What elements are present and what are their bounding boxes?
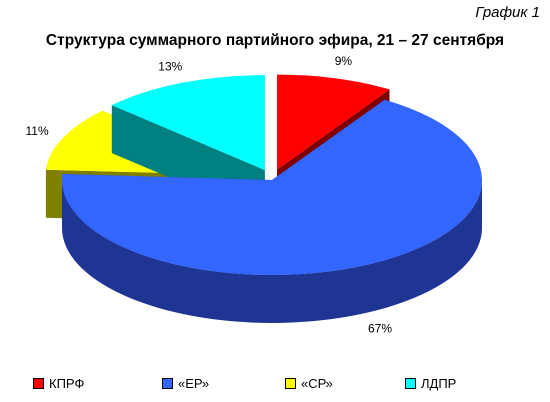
slice-wall-er (62, 180, 482, 323)
legend-swatch-ldpr (405, 378, 416, 389)
pie-slice-er (61, 99, 482, 323)
chart-title: Структура суммарного партийного эфира, 2… (45, 32, 505, 49)
data-label-sr: 11% (26, 124, 49, 138)
legend-label-sr: «СР» (301, 376, 333, 391)
data-label-kprf: 9% (335, 54, 353, 68)
figure-caption: График 1 (475, 4, 540, 21)
legend-label-er: «ЕР» (178, 376, 210, 391)
chart-legend: КПРФ «ЕР» «СР» ЛДПР (0, 372, 550, 394)
data-label-er: 67% (368, 322, 392, 336)
legend-item-sr: «СР» (285, 376, 333, 391)
legend-item-kprf: КПРФ (33, 376, 84, 391)
legend-label-ldpr: ЛДПР (421, 376, 457, 391)
slice-top-er (61, 99, 482, 276)
slice-top-kprf (277, 74, 390, 170)
data-label-ldpr: 13% (158, 59, 182, 73)
legend-item-ldpr: ЛДПР (405, 376, 456, 391)
legend-swatch-kprf (33, 378, 44, 389)
legend-label-kprf: КПРФ (49, 376, 85, 391)
slice-top-ldpr (111, 75, 265, 171)
legend-swatch-er (162, 378, 173, 389)
legend-swatch-sr (285, 378, 296, 389)
legend-item-er: «ЕР» (162, 376, 209, 391)
